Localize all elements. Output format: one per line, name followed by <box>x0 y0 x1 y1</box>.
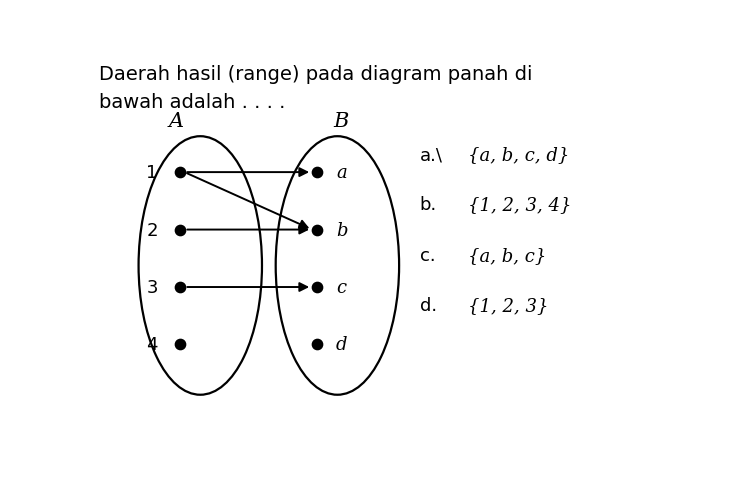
Text: 4: 4 <box>147 336 158 354</box>
Point <box>174 226 186 234</box>
Text: Daerah hasil (range) pada diagram panah di: Daerah hasil (range) pada diagram panah … <box>99 65 533 84</box>
Text: {a, b, c, d}: {a, b, c, d} <box>468 146 569 164</box>
Point <box>174 169 186 177</box>
Text: b: b <box>336 221 347 239</box>
Point <box>174 284 186 291</box>
Text: {1, 2, 3}: {1, 2, 3} <box>468 296 548 314</box>
Text: A: A <box>168 112 183 131</box>
Text: {1, 2, 3, 4}: {1, 2, 3, 4} <box>468 196 572 214</box>
Text: c: c <box>336 278 346 296</box>
Text: d.: d. <box>420 296 437 314</box>
Text: {a, b, c}: {a, b, c} <box>468 246 546 264</box>
Point <box>311 341 323 348</box>
Point <box>174 341 186 348</box>
Text: 2: 2 <box>147 221 158 239</box>
Point <box>311 169 323 177</box>
Text: 1: 1 <box>147 164 158 182</box>
Point <box>311 284 323 291</box>
Text: d: d <box>336 336 347 354</box>
Text: a: a <box>336 164 347 182</box>
Text: b.: b. <box>420 196 437 214</box>
Text: 3: 3 <box>147 278 158 296</box>
Text: c.: c. <box>420 246 435 264</box>
Text: a.\: a.\ <box>420 146 443 164</box>
Text: bawah adalah . . . .: bawah adalah . . . . <box>99 92 286 111</box>
Text: B: B <box>333 112 348 131</box>
Point <box>311 226 323 234</box>
